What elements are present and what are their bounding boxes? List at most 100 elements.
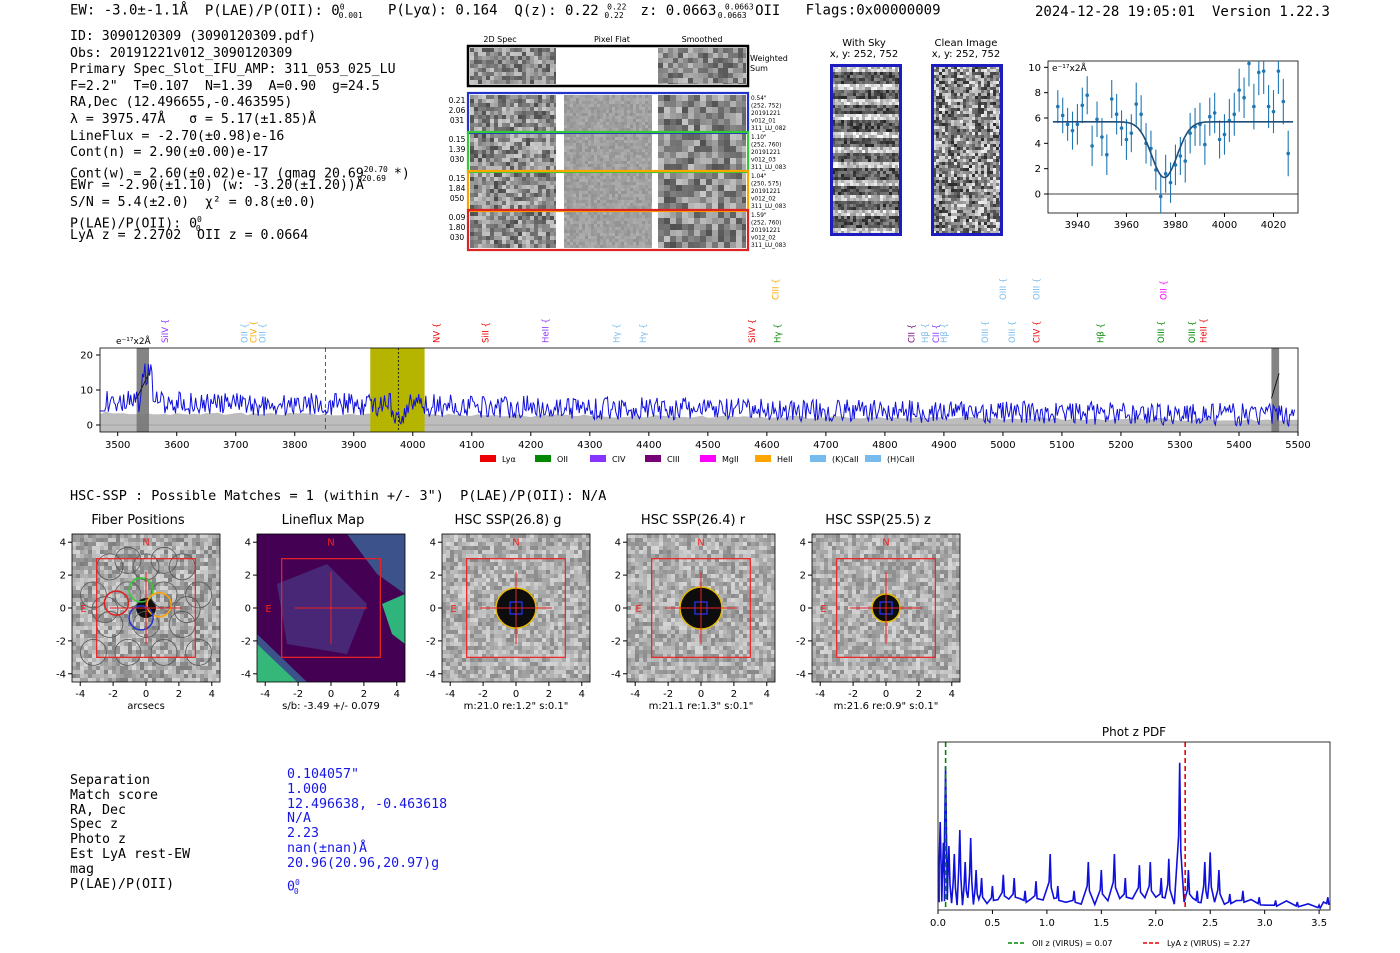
thumb-ytick-label: 2 [615, 571, 621, 582]
thumb-red-box [96, 558, 196, 658]
spec-line-id-label: SiIV { [748, 319, 758, 343]
row-right-label: 20191221 [751, 111, 781, 117]
pdf-curve [938, 762, 1330, 911]
thumb-xtick-label: 4 [949, 689, 955, 700]
full-spectrum-chart: 3500 3600 3700 3800 3900 4000 4100 4200 4300 4400… [80, 278, 1310, 464]
spec-line-id: Hγ { [773, 323, 783, 343]
fit-point [1109, 97, 1114, 101]
spec-line-id-label: Hβ { [1096, 323, 1106, 343]
summary-value: 12.496638, -0.463618 [287, 796, 448, 812]
fit-point [1134, 102, 1139, 106]
spec-xtick-label: 4300 [577, 440, 602, 451]
spec-line-id-label: Hβ { [940, 323, 950, 343]
thumb-ytick-label: -2 [56, 636, 66, 647]
info-contw: Cont(w) = 2.60(±0.02)e-17 (gmag 20.6920.… [70, 164, 410, 183]
flags-value: Flags:0x00000009 [805, 2, 941, 19]
summary-label: Spec z [70, 817, 119, 833]
row-flat-image [564, 95, 652, 131]
spec-legend-swatch [535, 455, 551, 462]
thumb-east-label: E [820, 604, 826, 615]
summary-value: N/A [287, 811, 312, 827]
z-value: z: 0.0663 0.06630.0663 OII [640, 2, 781, 21]
plya-value: P(Lyα): 0.164 [387, 2, 498, 19]
row-left-label: 0.15 [449, 174, 466, 183]
thumb-xtick-label: -2 [478, 689, 488, 700]
summary-label: RA, Dec [70, 802, 127, 818]
with-sky-image [830, 64, 902, 236]
thumb-ytick-label: 4 [615, 538, 621, 549]
fit-point [1090, 144, 1094, 148]
timestamp-version: 2024-12-28 19:05:01 Version 1.22.3 [1034, 4, 1330, 20]
spec-legend-swatch [810, 455, 826, 462]
spec-line-id: OIII { [1157, 321, 1167, 343]
row-right-label: 20191221 [751, 189, 781, 195]
fit-point [1183, 159, 1188, 163]
spec-ytick-label: 10 [80, 386, 93, 397]
thumb-xtick-label: -4 [260, 689, 270, 700]
thumb-xtick-label: 2 [916, 689, 922, 700]
fiber-circle [114, 546, 142, 574]
thumb-east-label: E [265, 604, 271, 615]
fit-xtick-label: 3980 [1163, 220, 1188, 231]
thumb-ytick-label: 0 [430, 604, 436, 615]
with-sky-title: With Sky x, y: 252, 752 [829, 38, 899, 60]
fit-ytick-label: 6 [1035, 114, 1041, 125]
thumb-ytick-label: -2 [796, 636, 806, 647]
spec-line-id-label: SiIV { [161, 319, 171, 343]
spec-xtick-label: 4000 [400, 440, 425, 451]
thumb-caption: s/b: -3.49 +/- 0.079 [282, 701, 380, 712]
clean-noise [933, 66, 1001, 234]
thumb-ytick-label: 4 [245, 538, 251, 549]
summary-value: 2.23 [287, 826, 320, 842]
fit-point [1095, 117, 1099, 122]
pdf-xtick-label: 3.0 [1257, 918, 1273, 929]
row-right-label: 1.59" [751, 213, 767, 219]
detection-info: ID: 3090120309 (3090120309.pdf) Obs: 201… [70, 29, 410, 245]
spec-line-id-label: OII { [1159, 280, 1169, 300]
spec-line-id: OIII { [1188, 321, 1198, 343]
fit-point [1232, 112, 1237, 116]
row-right-label: v012_01 [751, 119, 776, 125]
spec-legend-label: Lyα [502, 455, 516, 464]
thumb-caption: arcsecs [127, 701, 165, 712]
ew-value: EW: -3.0±-1.1Å [70, 2, 189, 19]
fiber-green [128, 577, 154, 603]
summary-header: EW: -3.0±-1.1Å P(LAE)/P(OII): 000.001 P(… [70, 2, 941, 20]
spec-line-id: Hβ { [940, 323, 950, 343]
row-right-label: 311_LU_083 [751, 243, 786, 249]
spec-highlight-region [370, 348, 425, 432]
cutout-grid: 2D Spec Pixel Flat Smoothed Weighted Sum… [449, 35, 788, 252]
row-flat-image [564, 173, 652, 209]
thumb-ytick-label: -2 [241, 636, 251, 647]
thumb-caption: m:21.1 re:1.3" s:0.1" [649, 701, 754, 712]
row-flat-image [564, 212, 652, 248]
spec-line-id: SiIV { [161, 319, 171, 343]
thumb-xtick-label: -2 [108, 689, 118, 700]
row-left-label: 030 [450, 233, 465, 242]
spec-line-id: CIII { [772, 278, 782, 300]
spec-legend-label: CIII [667, 455, 680, 464]
spec-line-id: NV { [432, 323, 442, 343]
row-left-label: 0.09 [449, 213, 466, 222]
thumb-xtick-label: 4 [209, 689, 215, 700]
summary-label: Est LyA rest-EW [70, 846, 191, 862]
row-right-label: (252, 760) [751, 221, 781, 227]
spec-masked-hatch [136, 373, 150, 399]
spec-xtick-label: 4800 [872, 440, 897, 451]
spec-xtick-label: 5500 [1285, 440, 1310, 451]
fit-point [1100, 135, 1104, 139]
spec-xtick-label: 4600 [754, 440, 779, 451]
weighted-label: Weighted [750, 54, 788, 63]
row-right-label: 311_LU_083 [751, 204, 786, 210]
row-right-label: (250, 575) [751, 182, 781, 188]
thumb-red-box [836, 558, 936, 658]
thumb-xtick-label: -2 [663, 689, 673, 700]
thumb-ytick-label: 2 [800, 571, 806, 582]
thumb-panel-hsc: N E -4 -4 -2 -2 0 0 2 2 4 4 m:21.6 re:0.9" s:0.1" [796, 533, 961, 712]
spec-legend-swatch [865, 455, 881, 462]
spec-ylabel: e⁻¹⁷x2Å [116, 335, 152, 347]
thumb-xtick-label: -2 [848, 689, 858, 700]
row-right-label: 20191221 [751, 150, 781, 156]
row-left-label: 1.80 [449, 223, 466, 232]
spec-line-id-label: Hγ { [773, 323, 783, 343]
